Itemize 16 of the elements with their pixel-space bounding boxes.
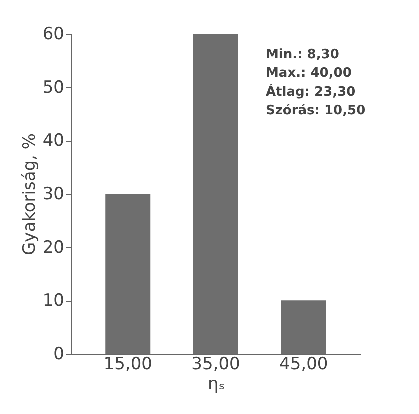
y-tick-label: 0 <box>54 344 64 364</box>
annotation: Átlag: 23,30 <box>266 82 356 100</box>
y-axis-title: Gyakoriság, % <box>20 133 40 256</box>
y-tick-label: 30 <box>42 184 64 204</box>
y-tick-label: 50 <box>42 78 64 98</box>
annotation: Szórás: 10,50 <box>266 104 366 119</box>
y-tick-label: 60 <box>42 24 64 44</box>
x-tick-label: 35,00 <box>192 354 240 374</box>
annotation: Max.: 40,00 <box>266 66 352 82</box>
y-tick-label: 10 <box>42 291 64 312</box>
annotation: Min.: 8,30 <box>266 47 340 62</box>
x-tick-label: 15,00 <box>104 354 152 374</box>
y-tick-label: 20 <box>42 238 64 258</box>
x-axis-title: ηₛ <box>208 374 226 394</box>
y-tick-label: 40 <box>42 131 64 152</box>
x-tick-label: 45,00 <box>280 354 328 374</box>
